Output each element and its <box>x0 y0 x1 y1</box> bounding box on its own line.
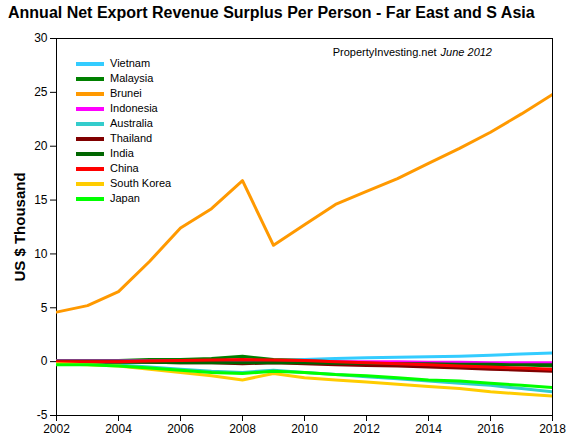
html-text:Japan: Japan <box>110 192 140 204</box>
html-text:Brunei: Brunei <box>110 87 142 99</box>
html-text:Australia: Australia <box>110 117 153 129</box>
html-text:China: China <box>110 162 139 174</box>
svg-text:2018: 2018 <box>539 422 566 436</box>
svg-text:2006: 2006 <box>167 422 194 436</box>
svg-text:US $ Thousand: US $ Thousand <box>11 172 28 281</box>
html-text:India: India <box>110 147 134 159</box>
svg-text:2004: 2004 <box>105 422 132 436</box>
html-text:PropertyInvesting.net June 201: PropertyInvesting.net June 2012 <box>332 46 492 58</box>
svg-text:10: 10 <box>34 247 48 261</box>
html-text:Thailand: Thailand <box>110 132 153 144</box>
html-text:Indonesia: Indonesia <box>110 102 158 114</box>
svg-text:5: 5 <box>41 301 48 315</box>
svg-text:30: 30 <box>34 31 48 45</box>
svg-text:2010: 2010 <box>291 422 318 436</box>
svg-text:15: 15 <box>34 193 48 207</box>
html-text:Malaysia: Malaysia <box>110 72 154 84</box>
html-text:Vietnam: Vietnam <box>110 57 151 69</box>
svg-text:2016: 2016 <box>477 422 504 436</box>
svg-text:2008: 2008 <box>229 422 256 436</box>
html-text:South Korea: South Korea <box>110 177 172 189</box>
svg-text:2014: 2014 <box>415 422 442 436</box>
svg-text:0: 0 <box>41 354 48 368</box>
svg-text:2002: 2002 <box>43 422 70 436</box>
svg-text:20: 20 <box>34 139 48 153</box>
svg-text:25: 25 <box>34 85 48 99</box>
svg-text:2012: 2012 <box>353 422 380 436</box>
html-text:Annual Net Export Revenue Surp: Annual Net Export Revenue Surplus Per Pe… <box>8 4 535 21</box>
svg-text:-5: -5 <box>37 408 48 422</box>
